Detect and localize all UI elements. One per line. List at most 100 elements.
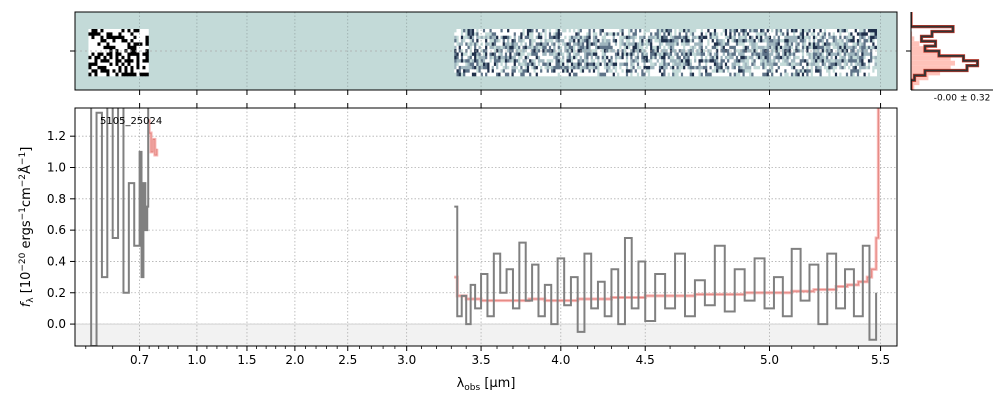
2d-pixel: [575, 29, 578, 33]
2d-pixel: [872, 36, 875, 40]
2d-pixel: [547, 66, 550, 70]
2d-pixel: [736, 73, 739, 77]
2d-pixel: [709, 53, 712, 57]
2d-pixel: [775, 36, 778, 40]
2d-pixel: [505, 56, 508, 60]
2d-pixel: [628, 46, 631, 50]
2d-pixel: [830, 59, 833, 63]
2d-pixel: [716, 36, 719, 40]
2d-pixel: [553, 32, 556, 36]
2d-pixel: [727, 39, 730, 43]
2d-pixel: [707, 29, 710, 33]
2d-pixel: [121, 69, 124, 73]
2d-pixel: [751, 63, 754, 67]
2d-pixel: [553, 53, 556, 57]
2d-pixel: [663, 63, 666, 67]
2d-pixel: [489, 59, 492, 63]
2d-pixel: [472, 46, 475, 50]
2d-pixel: [685, 59, 688, 63]
2d-pixel: [485, 32, 488, 36]
2d-pixel: [736, 59, 739, 63]
2d-pixel: [586, 59, 589, 63]
2d-pixel: [707, 63, 710, 67]
2d-pixel: [588, 53, 591, 57]
2d-pixel: [94, 36, 97, 40]
2d-pixel: [793, 59, 796, 63]
2d-pixel: [97, 59, 100, 63]
2d-pixel: [478, 32, 481, 36]
2d-pixel: [456, 29, 459, 33]
2d-pixel: [487, 59, 490, 63]
2d-pixel: [130, 59, 133, 63]
2d-pixel: [106, 63, 109, 67]
2d-pixel: [859, 32, 862, 36]
2d-pixel: [848, 63, 851, 67]
2d-pixel: [109, 63, 112, 67]
2d-pixel: [762, 49, 765, 53]
2d-pixel: [813, 63, 816, 67]
2d-pixel: [822, 39, 825, 43]
2d-pixel: [852, 29, 855, 33]
2d-pixel: [569, 63, 572, 67]
2d-pixel: [542, 36, 545, 40]
2d-pixel: [795, 56, 798, 60]
2d-pixel: [621, 69, 624, 73]
2d-pixel: [857, 69, 860, 73]
2d-pixel: [91, 39, 94, 43]
2d-pixel: [804, 66, 807, 70]
2d-pixel: [720, 66, 723, 70]
2d-pixel: [115, 73, 118, 77]
2d-pixel: [551, 69, 554, 73]
2d-pixel: [740, 73, 743, 77]
2d-pixel: [577, 36, 580, 40]
2d-pixel: [734, 66, 737, 70]
2d-pixel: [839, 63, 842, 67]
2d-pixel: [500, 66, 503, 70]
2d-pixel: [778, 69, 781, 73]
2d-pixel: [723, 59, 726, 63]
2d-pixel: [575, 46, 578, 50]
2d-pixel: [97, 42, 100, 46]
2d-pixel: [507, 42, 510, 46]
2d-pixel: [813, 29, 816, 33]
2d-pixel: [489, 73, 492, 77]
2d-pixel: [718, 36, 721, 40]
2d-pixel: [575, 53, 578, 57]
2d-pixel: [749, 46, 752, 50]
2d-pixel: [751, 53, 754, 57]
2d-pixel: [646, 73, 649, 77]
2d-pixel: [819, 42, 822, 46]
2d-pixel: [525, 59, 528, 63]
2d-pixel: [461, 63, 464, 67]
2d-pixel: [536, 29, 539, 33]
2d-pixel: [551, 59, 554, 63]
2d-pixel: [509, 53, 512, 57]
2d-pixel: [690, 56, 693, 60]
2d-pixel: [753, 59, 756, 63]
2d-pixel: [566, 69, 569, 73]
2d-pixel: [106, 56, 109, 60]
2d-pixel: [476, 56, 479, 60]
2d-pixel: [738, 29, 741, 33]
2d-pixel: [467, 66, 470, 70]
2d-pixel: [608, 39, 611, 43]
2d-pixel: [492, 53, 495, 57]
2d-pixel: [826, 53, 829, 57]
2d-pixel: [529, 32, 532, 36]
2d-pixel: [540, 53, 543, 57]
2d-pixel: [736, 29, 739, 33]
2d-pixel: [555, 56, 558, 60]
2d-pixel: [665, 56, 668, 60]
2d-pixel: [103, 39, 106, 43]
2d-pixel: [747, 32, 750, 36]
2d-pixel: [780, 73, 783, 77]
2d-pixel: [529, 66, 532, 70]
2d-pixel: [784, 29, 787, 33]
2d-pixel: [591, 63, 594, 67]
2d-pixel: [795, 69, 798, 73]
2d-pixel: [676, 53, 679, 57]
2d-pixel: [850, 32, 853, 36]
2d-pixel: [619, 69, 622, 73]
2d-pixel: [562, 42, 565, 46]
2d-pixel: [751, 39, 754, 43]
